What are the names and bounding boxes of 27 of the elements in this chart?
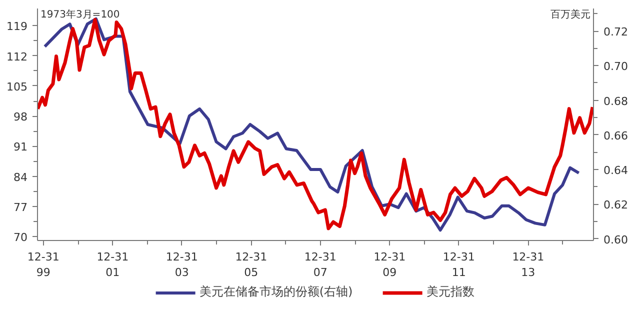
y-tick-label: 70 bbox=[14, 231, 28, 244]
y2-tick-label: 0.64 bbox=[604, 164, 628, 178]
x-tick-label: 12-31 05 bbox=[235, 250, 268, 280]
y2-tick-label: 0.62 bbox=[604, 198, 628, 212]
x-tick-label: 12-31 99 bbox=[27, 250, 60, 280]
x-tick-label: 12-31 01 bbox=[96, 250, 129, 280]
y-tick-label: 84 bbox=[14, 170, 28, 184]
y-tick-label: 77 bbox=[14, 200, 28, 214]
x-tick-label: 12-31 03 bbox=[166, 250, 198, 280]
y2-tick-label: 0.68 bbox=[604, 94, 628, 108]
y2-tick-label: 0.70 bbox=[604, 60, 628, 74]
y-tick-label: 119 bbox=[6, 20, 28, 34]
y2-tick-label: 0.66 bbox=[604, 129, 628, 142]
y-tick-label: 112 bbox=[6, 50, 28, 64]
y-tick-label: 98 bbox=[14, 110, 28, 124]
y2-tick-label: 0.72 bbox=[604, 26, 628, 39]
y-tick-label: 91 bbox=[14, 140, 28, 154]
x-tick-label: 12-31 07 bbox=[304, 250, 336, 280]
x-tick-label: 12-31 11 bbox=[442, 250, 475, 280]
y2-tick-label: 0.60 bbox=[604, 233, 628, 246]
legend-label: 美元在储备市场的份额(右轴) bbox=[199, 284, 353, 300]
y-axis-title: 1973年3月=100 bbox=[40, 8, 120, 20]
x-tick-label: 12-31 09 bbox=[374, 250, 406, 280]
y-tick-label: 105 bbox=[6, 80, 28, 94]
legend-label: 美元指数 bbox=[426, 284, 475, 300]
y2-axis-title: 百万美元 bbox=[550, 8, 590, 20]
x-tick-label: 12-31 13 bbox=[512, 250, 544, 280]
